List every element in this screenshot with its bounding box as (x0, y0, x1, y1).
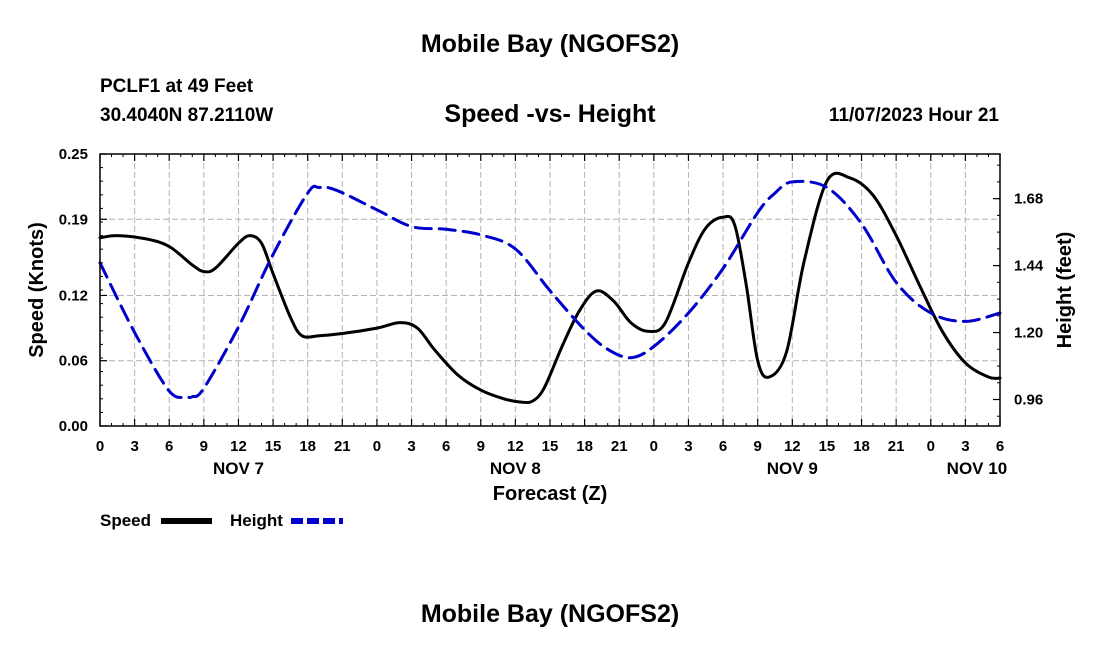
x-tick-label: 6 (719, 438, 727, 455)
footer-title: Mobile Bay (NGOFS2) (420, 600, 680, 628)
speed-height-chart: 0 3 6 9 12 15 18 21 0 3 6 9 12 15 18 21 0 3 6 9 12 15 18 21 0 3 6 N… (26, 146, 1076, 530)
left-y-tick-label: 0.00 (59, 418, 88, 435)
series-layer (98, 171, 1002, 405)
x-day-label: NOV 9 (767, 459, 818, 478)
legend: Speed Height (100, 511, 343, 530)
x-tick-label: 12 (784, 438, 801, 455)
x-tick-label: 21 (334, 438, 351, 455)
right-axis-title: Height (feet) (1054, 232, 1076, 349)
left-axis-title: Speed (Knots) (26, 222, 48, 358)
x-tick-label: 15 (542, 438, 559, 455)
station-coordinates: 30.4040N 87.2110W (100, 105, 274, 126)
x-axis-title: Forecast (Z) (493, 483, 607, 505)
x-tick-label: 3 (130, 438, 138, 455)
forecast-datetime: 11/07/2023 Hour 21 (828, 105, 999, 126)
legend-label-speed: Speed (100, 511, 151, 530)
x-tick-label: 9 (754, 438, 762, 455)
x-tick-label: 18 (299, 438, 316, 455)
x-tick-label: 18 (576, 438, 593, 455)
left-y-tick-label: 0.06 (59, 353, 88, 370)
grid-layer (100, 154, 1000, 426)
right-y-tick-label: 0.96 (1014, 391, 1043, 408)
x-tick-label: 0 (650, 438, 658, 455)
x-tick-label: 18 (853, 438, 870, 455)
x-tick-label: 21 (888, 438, 905, 455)
left-y-tick-label: 0.25 (59, 146, 88, 163)
right-y-tick-label: 1.20 (1014, 325, 1043, 342)
chart-subtitle: Speed -vs- Height (444, 100, 656, 128)
series-line-speed (98, 171, 1002, 405)
x-tick-label: 6 (996, 438, 1004, 455)
x-tick-label: 21 (611, 438, 628, 455)
x-tick-label: 15 (819, 438, 836, 455)
left-y-tick-label: 0.19 (59, 211, 88, 228)
x-tick-label: 12 (507, 438, 524, 455)
left-y-tick-label: 0.12 (59, 287, 88, 304)
series-line-height (98, 179, 1002, 400)
right-y-tick-label: 1.68 (1014, 191, 1043, 208)
x-tick-label: 3 (961, 438, 969, 455)
station-label: PCLF1 at 49 Feet (100, 76, 254, 97)
x-day-label: NOV 7 (213, 459, 264, 478)
legend-label-height: Height (230, 511, 283, 530)
axis-layer: 0 3 6 9 12 15 18 21 0 3 6 9 12 15 18 21 0 3 6 9 12 15 18 21 0 3 6 N… (59, 146, 1044, 478)
x-tick-label: 6 (442, 438, 450, 455)
right-y-tick-label: 1.44 (1014, 258, 1044, 275)
x-tick-label: 0 (927, 438, 935, 455)
x-tick-label: 15 (265, 438, 282, 455)
x-tick-label: 9 (200, 438, 208, 455)
x-tick-label: 3 (407, 438, 415, 455)
x-tick-label: 6 (165, 438, 173, 455)
x-day-label: NOV 10 (947, 459, 1007, 478)
x-tick-label: 9 (477, 438, 485, 455)
x-tick-label: 3 (684, 438, 692, 455)
x-tick-label: 0 (96, 438, 104, 455)
page-title: Mobile Bay (NGOFS2) (420, 30, 680, 58)
x-tick-label: 12 (230, 438, 247, 455)
x-tick-label: 0 (373, 438, 381, 455)
x-day-label: NOV 8 (490, 459, 541, 478)
